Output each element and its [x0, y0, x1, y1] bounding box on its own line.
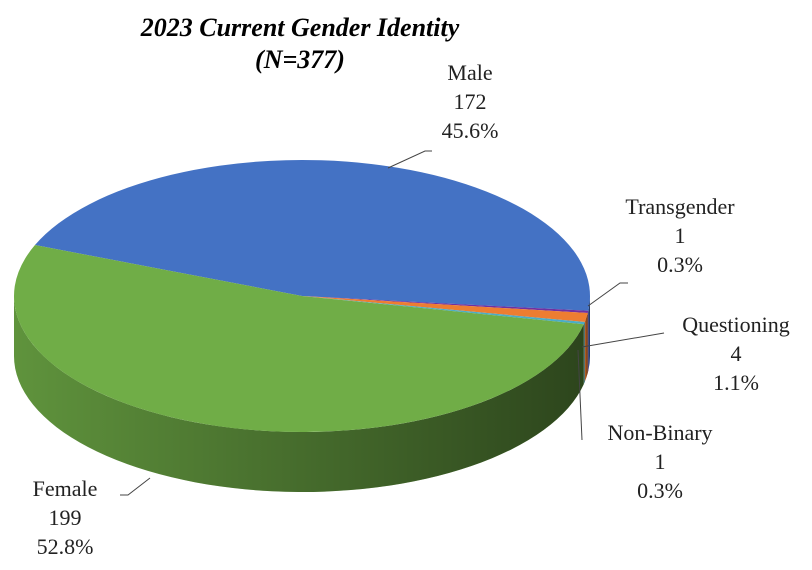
slice	[302, 296, 589, 314]
slice-value: 1	[655, 449, 666, 474]
leader-line	[581, 332, 665, 348]
side-shade	[588, 296, 590, 371]
slice-value: 1	[675, 223, 686, 248]
slice-value: 4	[731, 341, 742, 366]
slice-percent: 1.1%	[713, 370, 759, 395]
slice	[302, 296, 585, 325]
labels: Male 172 45.6% Transgender 1 0.3% Questioning 4…	[33, 60, 790, 559]
slice-name: Questioning	[682, 312, 790, 337]
slice	[302, 296, 588, 322]
leader-line	[587, 282, 628, 307]
pie	[13, 160, 590, 492]
side-shade	[583, 321, 585, 385]
slice-percent: 45.6%	[442, 118, 499, 143]
slice-percent: 52.8%	[37, 534, 94, 559]
leader-line	[387, 150, 432, 169]
slice	[34, 160, 590, 311]
slice-percent: 0.3%	[637, 478, 683, 503]
slice-name: Male	[447, 60, 492, 85]
side-shade	[587, 310, 589, 374]
slice-name: Female	[33, 476, 98, 501]
slice-value: 199	[49, 505, 82, 530]
side-shade	[584, 313, 588, 382]
chart-title: 2023 Current Gender Identity	[140, 13, 460, 42]
slice	[13, 245, 584, 433]
leader-line	[577, 349, 583, 441]
slice-name: Transgender	[625, 194, 735, 219]
chart-subtitle: (N=377)	[255, 45, 345, 74]
slice-value: 172	[454, 89, 487, 114]
leader-lines	[120, 150, 665, 496]
slice-percent: 0.3%	[657, 252, 703, 277]
slice-name: Non-Binary	[607, 420, 712, 445]
side-shade	[14, 296, 584, 492]
leader-line	[120, 477, 151, 496]
